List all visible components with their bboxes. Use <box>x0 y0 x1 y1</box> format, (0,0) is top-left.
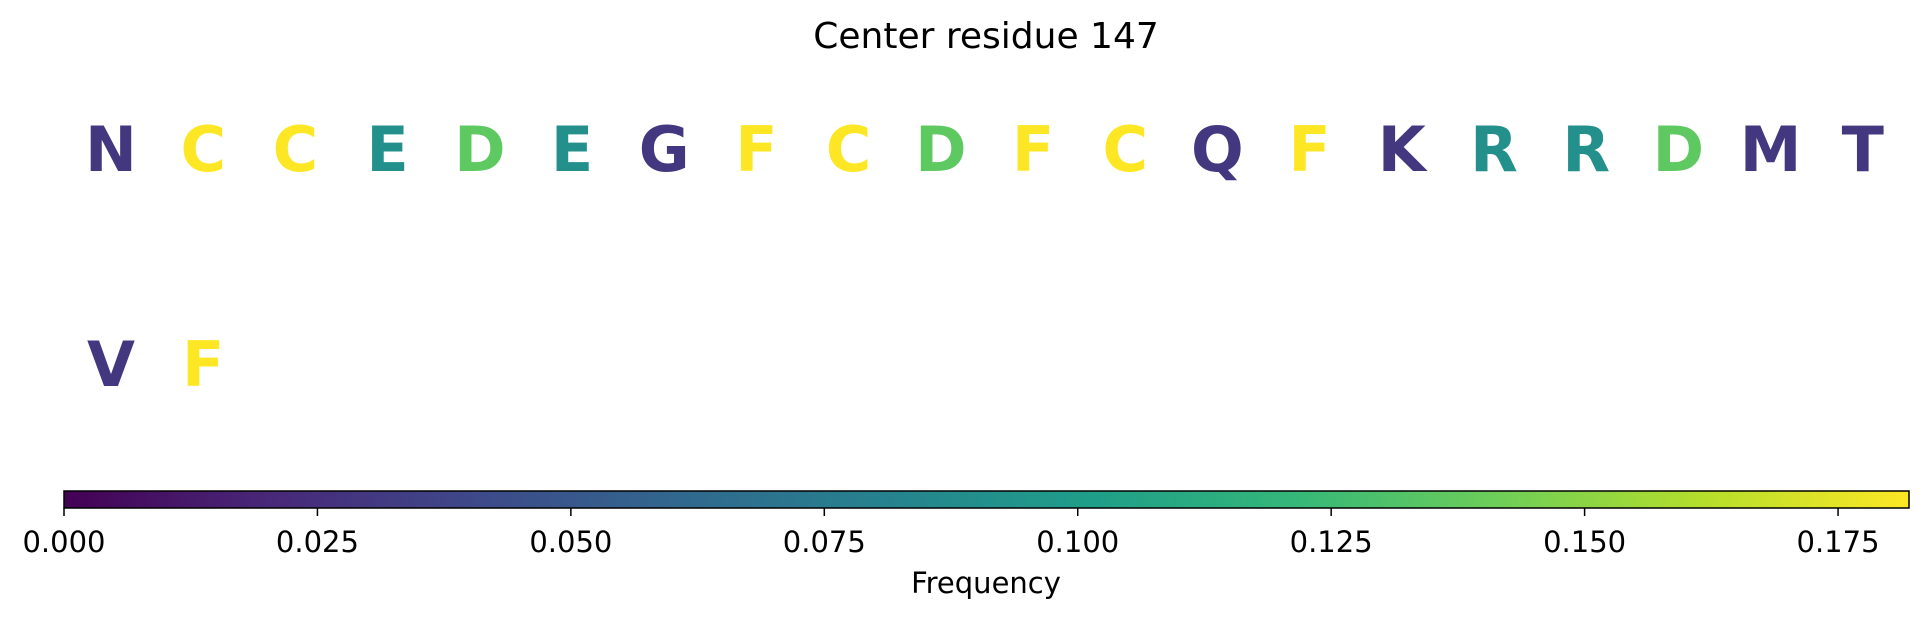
residue-letter: D <box>1653 113 1704 186</box>
colorbar-tick-label: 0.125 <box>1290 525 1373 559</box>
residue-letter: F <box>1012 113 1054 186</box>
colorbar-label: Frequency <box>911 566 1061 600</box>
colorbar-tick-label: 0.075 <box>783 525 866 559</box>
residue-letter: V <box>87 328 135 401</box>
residue-letter: N <box>85 113 137 186</box>
colorbar-tick-label: 0.025 <box>276 525 359 559</box>
residue-letter: E <box>551 113 593 186</box>
residue-letter: D <box>454 113 505 186</box>
chart-title: Center residue 147 <box>813 16 1159 57</box>
colorbar: 0.000 0.025 0.050 0.075 0.100 0.125 0.150 0.175… <box>22 490 1910 600</box>
colorbar-gradient <box>63 490 1910 509</box>
residue-letter: G <box>639 113 690 186</box>
colorbar-tick-label: 0.150 <box>1543 525 1626 559</box>
residue-letter: D <box>915 113 966 186</box>
residue-letters: N C C E D E G F C D F C Q F K R R D M TV F <box>85 113 1884 401</box>
residue-letter: C <box>826 113 872 186</box>
residue-letter: F <box>1288 113 1330 186</box>
residue-letter: Q <box>1191 113 1244 186</box>
colorbar-tick-label: 0.000 <box>22 525 105 559</box>
residue-letter: C <box>180 113 226 186</box>
residue-letter: C <box>273 113 319 186</box>
colorbar-ticks: 0.000 0.025 0.050 0.075 0.100 0.125 0.150 0.175 <box>22 508 1880 559</box>
residue-letter: R <box>1562 113 1610 186</box>
residue-letter: T <box>1842 113 1884 186</box>
residue-letter: F <box>182 328 224 401</box>
residue-letter: K <box>1378 113 1428 186</box>
residue-letter: F <box>735 113 777 186</box>
residue-letter: C <box>1102 113 1148 186</box>
residue-letter: M <box>1740 113 1802 186</box>
residue-letter: E <box>366 113 408 186</box>
colorbar-tick-label: 0.050 <box>529 525 612 559</box>
residue-letter: R <box>1470 113 1518 186</box>
colorbar-tick-label: 0.175 <box>1797 525 1880 559</box>
colorbar-tick-label: 0.100 <box>1036 525 1119 559</box>
